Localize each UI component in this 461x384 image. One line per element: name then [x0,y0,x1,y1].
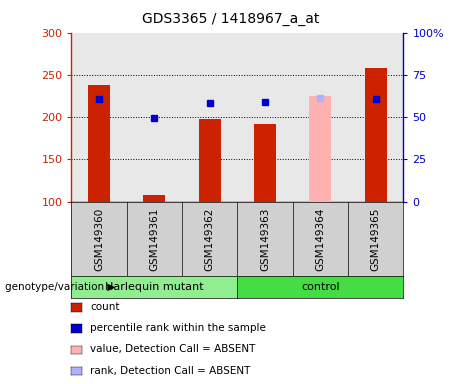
Text: value, Detection Call = ABSENT: value, Detection Call = ABSENT [90,344,255,354]
Text: GSM149363: GSM149363 [260,207,270,271]
Text: control: control [301,282,340,292]
Text: count: count [90,302,119,312]
Bar [309,96,331,202]
Bar [365,68,387,202]
Text: percentile rank within the sample: percentile rank within the sample [90,323,266,333]
Text: Harlequin mutant: Harlequin mutant [105,282,204,292]
Text: GDS3365 / 1418967_a_at: GDS3365 / 1418967_a_at [142,12,319,25]
Text: GSM149360: GSM149360 [94,207,104,271]
Bar [199,119,221,202]
Text: GSM149365: GSM149365 [371,207,381,271]
Text: GSM149364: GSM149364 [315,207,325,271]
Text: rank, Detection Call = ABSENT: rank, Detection Call = ABSENT [90,366,250,376]
Text: GSM149361: GSM149361 [149,207,160,271]
Bar [88,85,110,202]
Bar [143,195,165,202]
Bar [254,124,276,202]
Text: GSM149362: GSM149362 [205,207,215,271]
Text: genotype/variation ▶: genotype/variation ▶ [5,282,115,292]
